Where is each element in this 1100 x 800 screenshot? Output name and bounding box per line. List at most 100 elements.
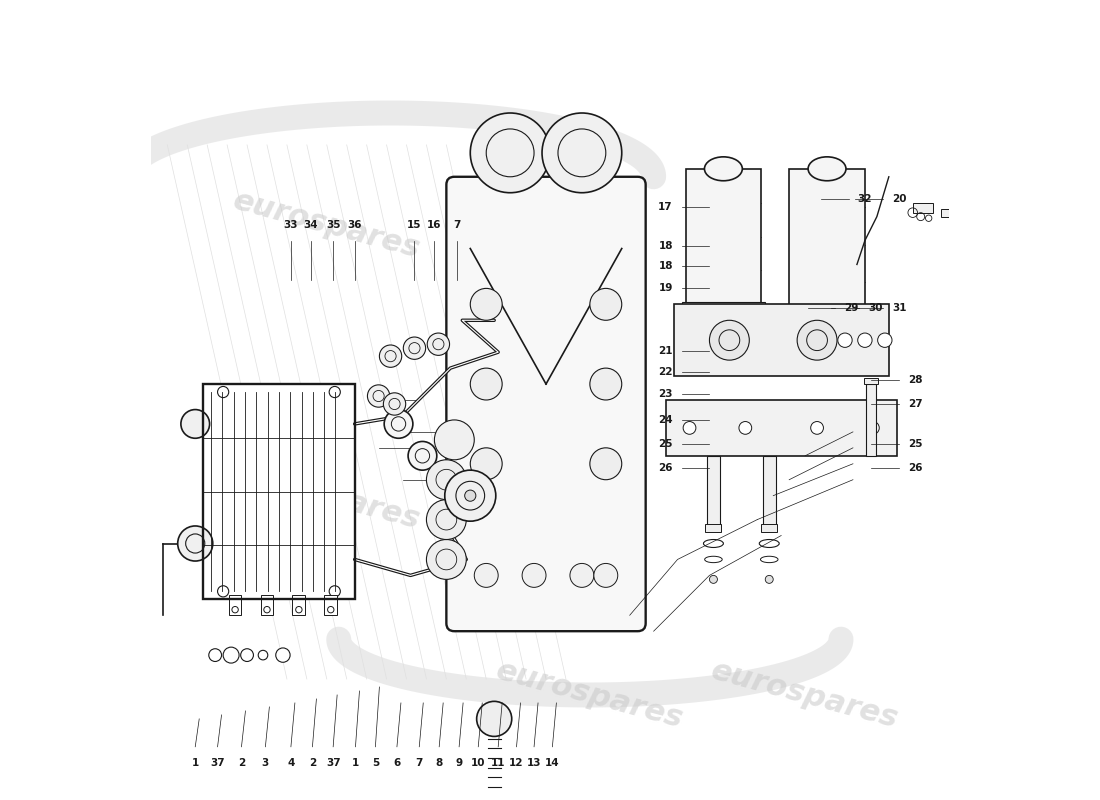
Text: 35: 35 bbox=[326, 220, 340, 230]
Text: 26: 26 bbox=[908, 462, 923, 473]
Text: 24: 24 bbox=[658, 415, 673, 425]
Circle shape bbox=[811, 422, 824, 434]
Text: 32: 32 bbox=[858, 194, 872, 204]
Circle shape bbox=[241, 649, 253, 662]
Circle shape bbox=[858, 333, 872, 347]
Circle shape bbox=[867, 422, 879, 434]
Text: 19: 19 bbox=[659, 283, 673, 294]
Bar bbox=[204, 384, 354, 599]
Text: 20: 20 bbox=[892, 194, 906, 204]
Text: eurospares: eurospares bbox=[708, 656, 902, 734]
Text: eurospares: eurospares bbox=[493, 656, 686, 734]
Text: 9: 9 bbox=[455, 758, 463, 768]
Circle shape bbox=[838, 333, 853, 347]
Text: 25: 25 bbox=[658, 439, 673, 449]
Bar bbox=[761, 523, 778, 531]
Circle shape bbox=[739, 422, 751, 434]
Text: 37: 37 bbox=[210, 758, 224, 768]
Circle shape bbox=[471, 113, 550, 193]
Circle shape bbox=[427, 333, 450, 355]
Circle shape bbox=[427, 460, 466, 500]
Text: 28: 28 bbox=[908, 375, 923, 385]
Text: 21: 21 bbox=[658, 346, 673, 355]
Circle shape bbox=[474, 563, 498, 587]
Bar bbox=[705, 523, 722, 531]
Text: 1: 1 bbox=[191, 758, 199, 768]
Ellipse shape bbox=[704, 157, 742, 181]
Circle shape bbox=[427, 500, 466, 539]
Circle shape bbox=[404, 337, 426, 359]
Text: 1: 1 bbox=[352, 758, 359, 768]
Circle shape bbox=[408, 442, 437, 470]
Ellipse shape bbox=[808, 157, 846, 181]
Text: 4: 4 bbox=[287, 758, 295, 768]
Text: 11: 11 bbox=[491, 758, 505, 768]
Circle shape bbox=[798, 320, 837, 360]
Text: 6: 6 bbox=[394, 758, 400, 768]
Circle shape bbox=[590, 368, 621, 400]
Text: 2: 2 bbox=[238, 758, 245, 768]
Text: 3: 3 bbox=[262, 758, 270, 768]
Circle shape bbox=[570, 563, 594, 587]
Bar bbox=[763, 456, 776, 527]
Bar bbox=[785, 318, 869, 332]
Text: eurospares: eurospares bbox=[230, 186, 424, 263]
Circle shape bbox=[710, 575, 717, 583]
Bar bbox=[261, 595, 274, 615]
Text: 29: 29 bbox=[844, 303, 858, 314]
Text: 15: 15 bbox=[407, 220, 421, 230]
Text: 23: 23 bbox=[658, 389, 673, 398]
Bar bbox=[913, 203, 933, 213]
Text: 36: 36 bbox=[348, 220, 362, 230]
Circle shape bbox=[367, 385, 389, 407]
Bar bbox=[204, 384, 354, 599]
Circle shape bbox=[444, 470, 496, 521]
Text: 27: 27 bbox=[908, 399, 923, 409]
Circle shape bbox=[590, 448, 621, 480]
Text: 17: 17 bbox=[658, 202, 673, 212]
FancyBboxPatch shape bbox=[447, 177, 646, 631]
Circle shape bbox=[878, 333, 892, 347]
Circle shape bbox=[209, 649, 221, 662]
Bar bbox=[707, 456, 719, 527]
Circle shape bbox=[710, 320, 749, 360]
Circle shape bbox=[218, 586, 229, 597]
Circle shape bbox=[683, 422, 696, 434]
Circle shape bbox=[276, 648, 290, 662]
Circle shape bbox=[471, 368, 503, 400]
Bar bbox=[940, 209, 968, 217]
Text: 33: 33 bbox=[284, 220, 298, 230]
Text: 34: 34 bbox=[304, 220, 318, 230]
Circle shape bbox=[434, 420, 474, 460]
Text: eurospares: eurospares bbox=[230, 457, 424, 534]
Text: 16: 16 bbox=[427, 220, 442, 230]
Text: 5: 5 bbox=[372, 758, 379, 768]
Bar bbox=[229, 595, 242, 615]
Circle shape bbox=[766, 575, 773, 583]
Text: 30: 30 bbox=[868, 303, 882, 314]
Bar bbox=[865, 378, 879, 384]
Bar bbox=[324, 595, 337, 615]
Bar bbox=[867, 384, 876, 456]
Text: 22: 22 bbox=[658, 367, 673, 377]
Text: 2: 2 bbox=[309, 758, 316, 768]
Text: 18: 18 bbox=[658, 241, 673, 251]
Text: 7: 7 bbox=[416, 758, 422, 768]
Bar bbox=[789, 169, 865, 320]
Text: 13: 13 bbox=[527, 758, 541, 768]
Circle shape bbox=[427, 539, 466, 579]
Circle shape bbox=[258, 650, 267, 660]
Text: 8: 8 bbox=[436, 758, 443, 768]
Circle shape bbox=[379, 345, 401, 367]
Text: 7: 7 bbox=[453, 220, 461, 230]
Circle shape bbox=[594, 563, 618, 587]
Bar bbox=[673, 304, 889, 376]
Bar bbox=[685, 169, 761, 304]
Bar bbox=[682, 302, 766, 316]
Circle shape bbox=[223, 647, 239, 663]
Text: 37: 37 bbox=[326, 758, 341, 768]
Circle shape bbox=[590, 288, 621, 320]
Circle shape bbox=[178, 526, 212, 561]
Circle shape bbox=[464, 490, 476, 502]
Circle shape bbox=[180, 410, 210, 438]
